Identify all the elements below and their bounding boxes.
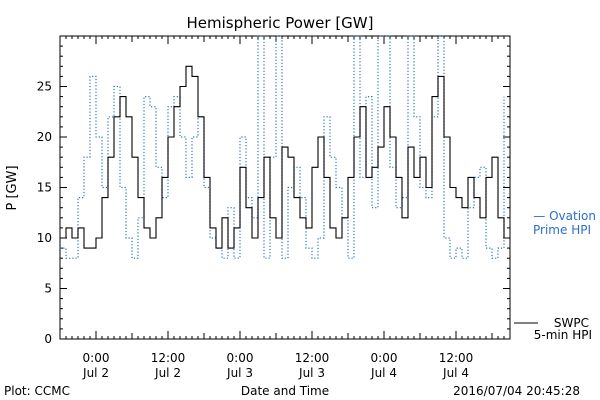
legend-swpc-line1: SWPC (554, 316, 589, 330)
y-tick-label: 20 (37, 130, 52, 144)
x-tick-label-date: Jul 4 (442, 366, 469, 380)
x-tick-label-time: 0:00 (83, 351, 110, 365)
x-tick-label-date: Jul 2 (82, 366, 109, 380)
footer-timestamp: 2016/07/04 20:45:28 (453, 384, 580, 398)
x-tick-label-date: Jul 3 (298, 366, 325, 380)
plot-frame (59, 35, 511, 340)
x-tick-label-time: 0:00 (371, 351, 398, 365)
y-tick-label: 10 (37, 231, 52, 245)
x-tick-label-date: Jul 4 (370, 366, 397, 380)
x-tick-label-time: 12:00 (151, 351, 186, 365)
footer-source: Plot: CCMC (4, 384, 70, 398)
legend-ovation-line1: — Ovation (533, 209, 596, 223)
series-line-swpc-5-min-hpi (60, 65, 505, 249)
legend-ovation: — Ovation Prime HPI (533, 209, 596, 237)
y-tick-label: 25 (37, 80, 52, 94)
x-tick-label-time: 12:00 (439, 351, 474, 365)
x-tick-label-time: 0:00 (227, 351, 254, 365)
y-tick-label: 15 (37, 181, 52, 195)
y-tick-label: 0 (44, 332, 52, 346)
y-axis-label: P [GW] (5, 165, 20, 210)
legend-swpc-line2: 5-min HPI (534, 328, 592, 342)
legend-swpc: SWPC 5-min HPI (514, 316, 592, 342)
series-layer (60, 35, 505, 259)
y-tick-label: 5 (44, 282, 52, 296)
y-axis: 0 5 10 15 20 25 (37, 35, 510, 346)
chart-title: Hemispheric Power [GW] (187, 14, 374, 32)
x-axis-label: Date and Time (241, 384, 329, 398)
legend-ovation-line2: Prime HPI (533, 223, 591, 237)
x-tick-label-time: 12:00 (295, 351, 330, 365)
x-tick-label-date: Jul 3 (226, 366, 253, 380)
x-tick-label-date: Jul 2 (154, 366, 181, 380)
